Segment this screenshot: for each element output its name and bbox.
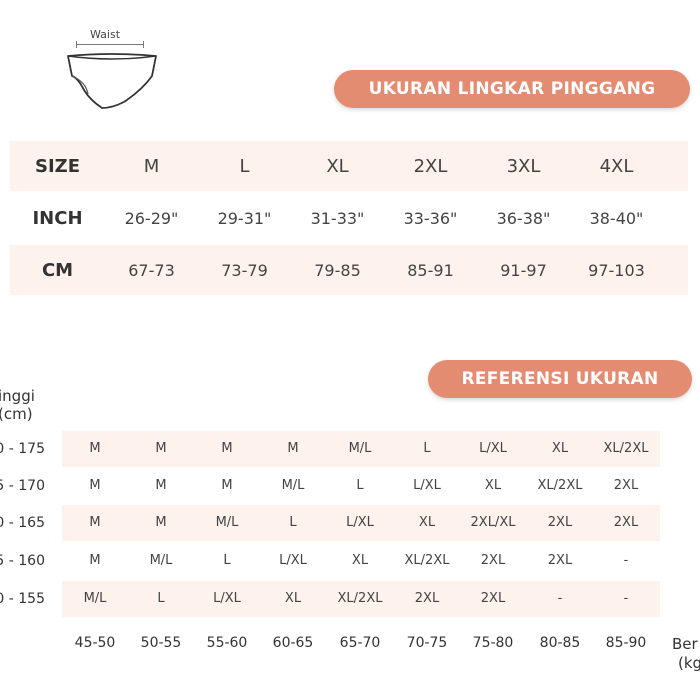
table-cell: - bbox=[557, 591, 563, 606]
table-cell: 38-40" bbox=[589, 208, 644, 228]
brief-icon bbox=[67, 53, 157, 109]
reference-row: 0 - 155 M/L L L/XL XL XL/2XL 2XL 2XL - - bbox=[0, 581, 700, 617]
table-cell: XL bbox=[418, 515, 436, 530]
table-cell: - bbox=[623, 553, 629, 568]
table-cell: L bbox=[157, 591, 165, 606]
table-cell: L/XL bbox=[213, 591, 241, 606]
table-cell: 2XL bbox=[480, 553, 506, 568]
table-cell: M/L bbox=[215, 515, 239, 530]
table-cell: M bbox=[89, 515, 101, 530]
table-cell: L/XL bbox=[279, 553, 307, 568]
waist-label: Waist bbox=[90, 28, 121, 41]
table-cell: L bbox=[223, 553, 231, 568]
table-cell: XL bbox=[551, 441, 569, 456]
row-header: 0 - 165 bbox=[0, 515, 45, 531]
table-cell: 4XL bbox=[599, 155, 634, 177]
table-cell: M bbox=[287, 441, 299, 456]
reference-row: 5 - 160 M M/L L L/XL XL XL/2XL 2XL 2XL - bbox=[0, 543, 700, 579]
row-header: INCH bbox=[32, 207, 83, 229]
table-cell: 2XL bbox=[613, 515, 639, 530]
table-cell: M/L bbox=[281, 478, 305, 493]
row-header: 5 - 170 bbox=[0, 478, 45, 494]
table-cell: 26-29" bbox=[124, 208, 179, 228]
table-cell: 3XL bbox=[506, 155, 541, 177]
table-cell: 85-91 bbox=[407, 260, 454, 280]
table-cell: L bbox=[239, 155, 250, 177]
table-cell: 33-36" bbox=[403, 208, 458, 228]
table-cell: 73-79 bbox=[221, 260, 268, 280]
reference-title: REFERENSI UKURAN bbox=[428, 360, 692, 398]
table-cell: L bbox=[356, 478, 364, 493]
table-cell: XL bbox=[484, 478, 502, 493]
table-cell: 29-31" bbox=[217, 208, 272, 228]
table-cell: L/XL bbox=[479, 441, 507, 456]
table-cell: 36-38" bbox=[496, 208, 551, 228]
table-cell: 2XL bbox=[547, 515, 573, 530]
row-header: 5 - 160 bbox=[0, 553, 45, 569]
table-cell: L bbox=[423, 441, 431, 456]
table-cell: L/XL bbox=[346, 515, 374, 530]
table-cell: - bbox=[623, 591, 629, 606]
waist-measure-line bbox=[76, 41, 144, 48]
table-cell: 2XL bbox=[547, 553, 573, 568]
table-cell: XL/2XL bbox=[537, 478, 583, 493]
size-chart-title: UKURAN LINGKAR PINGGANG bbox=[334, 70, 690, 108]
weight-label: 75-80 bbox=[472, 635, 514, 651]
height-axis-label-line1: inggi bbox=[0, 387, 35, 405]
table-cell: XL/2XL bbox=[404, 553, 450, 568]
weight-axis-label-line1: Ber bbox=[672, 635, 698, 653]
cm-row: CM 67-73 73-79 79-85 85-91 91-97 97-103 bbox=[10, 245, 688, 295]
table-cell: L/XL bbox=[413, 478, 441, 493]
table-cell: 31-33" bbox=[310, 208, 365, 228]
table-cell: M bbox=[221, 478, 233, 493]
table-cell: M bbox=[155, 441, 167, 456]
table-cell: XL bbox=[351, 553, 369, 568]
table-cell: M bbox=[89, 478, 101, 493]
table-cell: XL bbox=[284, 591, 302, 606]
table-cell: M/L bbox=[348, 441, 372, 456]
reference-row: 0 - 175 M M M M M/L L L/XL XL XL/2XL bbox=[0, 431, 700, 467]
table-cell: M bbox=[89, 441, 101, 456]
table-cell: 2XL bbox=[413, 155, 448, 177]
table-cell: 2XL/XL bbox=[470, 515, 516, 530]
size-row: SIZE M L XL 2XL 3XL 4XL bbox=[10, 141, 688, 191]
table-cell: M bbox=[155, 515, 167, 530]
row-header: CM bbox=[41, 259, 74, 281]
height-axis-label-line2: (cm) bbox=[0, 405, 33, 423]
weight-axis-label-line2: (kg bbox=[678, 654, 700, 672]
reference-row: 5 - 170 M M M M/L L L/XL XL XL/2XL 2XL bbox=[0, 468, 700, 504]
table-cell: M bbox=[89, 553, 101, 568]
row-header: 0 - 175 bbox=[0, 441, 45, 457]
inch-row: INCH 26-29" 29-31" 31-33" 33-36" 36-38" … bbox=[10, 193, 688, 243]
table-cell: XL/2XL bbox=[337, 591, 383, 606]
table-cell: M bbox=[143, 155, 160, 177]
table-cell: 91-97 bbox=[500, 260, 547, 280]
table-cell: XL/2XL bbox=[603, 441, 649, 456]
table-cell: XL bbox=[326, 155, 349, 177]
row-header: SIZE bbox=[34, 155, 80, 177]
table-cell: 67-73 bbox=[128, 260, 175, 280]
weight-label: 70-75 bbox=[406, 635, 448, 651]
weight-label: 85-90 bbox=[605, 635, 647, 651]
table-cell: M bbox=[221, 441, 233, 456]
weight-label: 80-85 bbox=[539, 635, 581, 651]
table-cell: 97-103 bbox=[588, 260, 645, 280]
table-cell: 2XL bbox=[414, 591, 440, 606]
table-cell: L bbox=[289, 515, 297, 530]
weight-label: 65-70 bbox=[339, 635, 381, 651]
weight-label: 50-55 bbox=[140, 635, 182, 651]
weight-label: 55-60 bbox=[206, 635, 248, 651]
table-cell: M/L bbox=[149, 553, 173, 568]
weight-label: 45-50 bbox=[74, 635, 116, 651]
table-cell: M/L bbox=[83, 591, 107, 606]
reference-row: 0 - 165 M M M/L L L/XL XL 2XL/XL 2XL 2XL bbox=[0, 505, 700, 541]
table-cell: 2XL bbox=[480, 591, 506, 606]
weight-label: 60-65 bbox=[272, 635, 314, 651]
table-cell: M bbox=[155, 478, 167, 493]
table-cell: 79-85 bbox=[314, 260, 361, 280]
row-header: 0 - 155 bbox=[0, 591, 45, 607]
table-cell: 2XL bbox=[613, 478, 639, 493]
